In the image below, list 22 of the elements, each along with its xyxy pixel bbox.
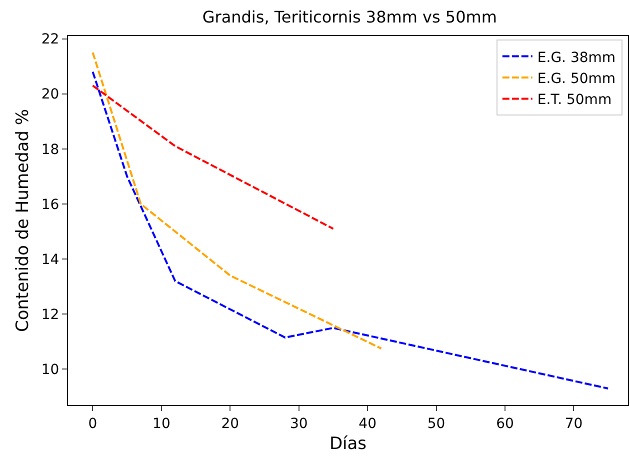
y-tick-label: 10 (41, 362, 60, 378)
x-tick-label: 30 (290, 416, 308, 432)
y-tick-label: 14 (41, 252, 60, 268)
x-tick-label: 70 (564, 416, 583, 432)
line-series (92, 52, 382, 350)
chart-title: Grandis, Teriticornis 38mm vs 50mm (202, 8, 497, 27)
x-tick-label: 50 (427, 416, 446, 432)
y-tick-label: 20 (41, 86, 60, 103)
y-axis-title: Contenido de Humedad % (12, 108, 33, 332)
legend-label: E.G. 50mm (537, 70, 616, 87)
legend-label: E.G. 38mm (537, 50, 616, 66)
y-tick-label: 16 (41, 196, 60, 213)
x-tick-label: 40 (358, 416, 376, 432)
x-axis-title: Días (329, 434, 367, 454)
y-tick-label: 22 (41, 32, 60, 48)
x-tick-label: 60 (496, 416, 514, 432)
y-tick-label: 12 (41, 307, 60, 324)
x-tick-label: 0 (88, 416, 98, 432)
x-tick-label: 10 (152, 416, 170, 432)
legend-label: E.T. 50mm (537, 92, 612, 108)
y-tick-label: 18 (41, 142, 60, 158)
x-tick-label: 20 (221, 416, 240, 432)
